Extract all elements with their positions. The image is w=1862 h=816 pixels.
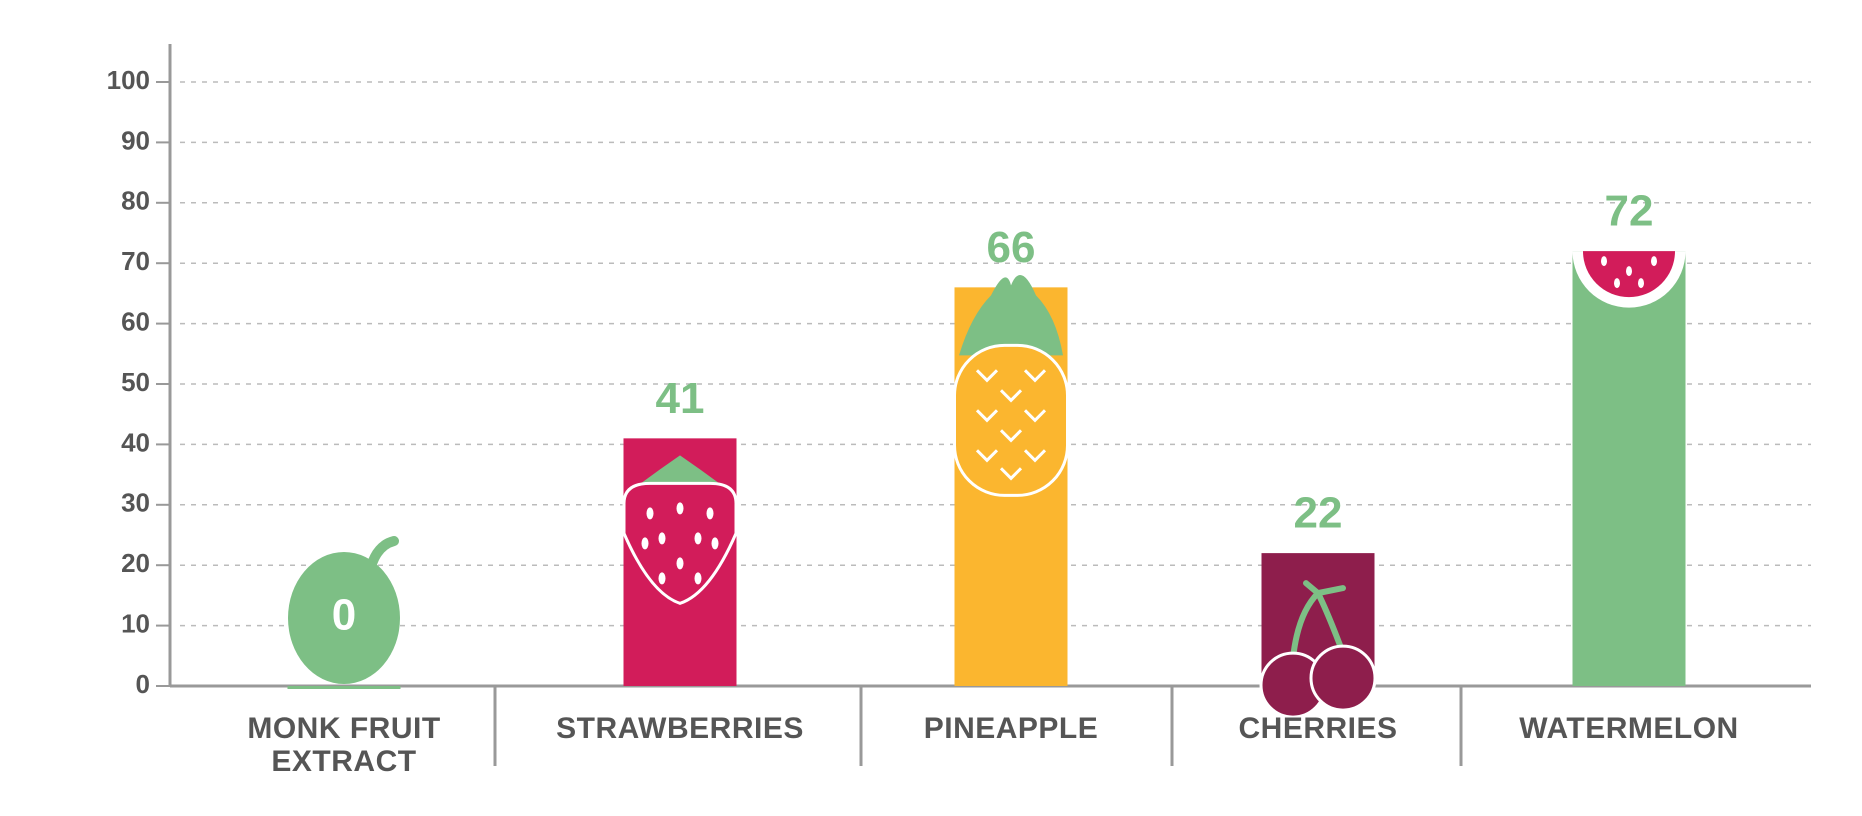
fruit-decoration [622, 455, 738, 605]
y-tick-label: 100 [107, 65, 150, 95]
x-tick-label: PINEAPPLE [923, 712, 1099, 745]
x-tick-label: CHERRIES [1238, 712, 1398, 745]
y-tick-label: 30 [121, 488, 150, 518]
x-tick-label: WATERMELON [1519, 712, 1739, 745]
pineapple-chevron [1023, 409, 1047, 423]
strawberry-seed [658, 532, 666, 545]
value-label: 0 [332, 591, 356, 640]
value-label: 66 [987, 223, 1036, 272]
y-tick-label: 70 [121, 246, 150, 276]
y-tick-label: 40 [121, 427, 150, 457]
strawberry-seed [711, 537, 719, 550]
pineapple-crown [959, 274, 1063, 356]
strawberry-seed [658, 572, 666, 585]
x-tick-label: MONK FRUIT EXTRACT [247, 712, 441, 778]
watermelon-seed [1638, 278, 1644, 289]
pineapple-chevron [975, 449, 999, 463]
fruit-decoration [953, 274, 1069, 497]
strawberry-seed [694, 532, 702, 545]
watermelon-seed [1601, 256, 1607, 267]
y-tick-label: 80 [121, 186, 150, 216]
strawberry-seed [676, 557, 684, 570]
watermelon-seed [1651, 256, 1657, 267]
y-tick-label: 0 [136, 669, 150, 699]
bar [287, 686, 401, 689]
y-tick-label: 50 [121, 367, 150, 397]
y-tick-label: 20 [121, 548, 150, 578]
watermelon-seed [1626, 266, 1632, 277]
pineapple-chevron [1023, 449, 1047, 463]
strawberry-seed [646, 507, 654, 520]
value-label: 22 [1294, 489, 1343, 538]
fruit-decoration [1259, 580, 1377, 719]
pineapple-chevron [999, 429, 1023, 443]
pineapple-chevron [999, 389, 1023, 403]
y-tick-label: 90 [121, 125, 150, 155]
cherry [1309, 644, 1377, 712]
strawberry-leaf [638, 455, 722, 486]
value-label: 72 [1605, 187, 1654, 236]
pineapple-chevron [975, 369, 999, 383]
strawberry-seed [694, 572, 702, 585]
pineapple-chevron [1023, 369, 1047, 383]
fruit-body [288, 552, 400, 684]
strawberry-seed [706, 507, 714, 520]
pineapple-chevron [999, 467, 1023, 481]
bar [1572, 251, 1686, 686]
strawberry-seed [676, 502, 684, 515]
fruit-decoration [1572, 251, 1686, 308]
value-label: 41 [656, 374, 705, 423]
y-tick-label: 60 [121, 306, 150, 336]
x-tick-label: STRAWBERRIES [556, 712, 804, 745]
watermelon-seed [1614, 278, 1620, 289]
pineapple-body [953, 343, 1069, 497]
y-tick-label: 10 [121, 608, 150, 638]
pineapple-chevron [975, 409, 999, 423]
strawberry-seed [641, 537, 649, 550]
